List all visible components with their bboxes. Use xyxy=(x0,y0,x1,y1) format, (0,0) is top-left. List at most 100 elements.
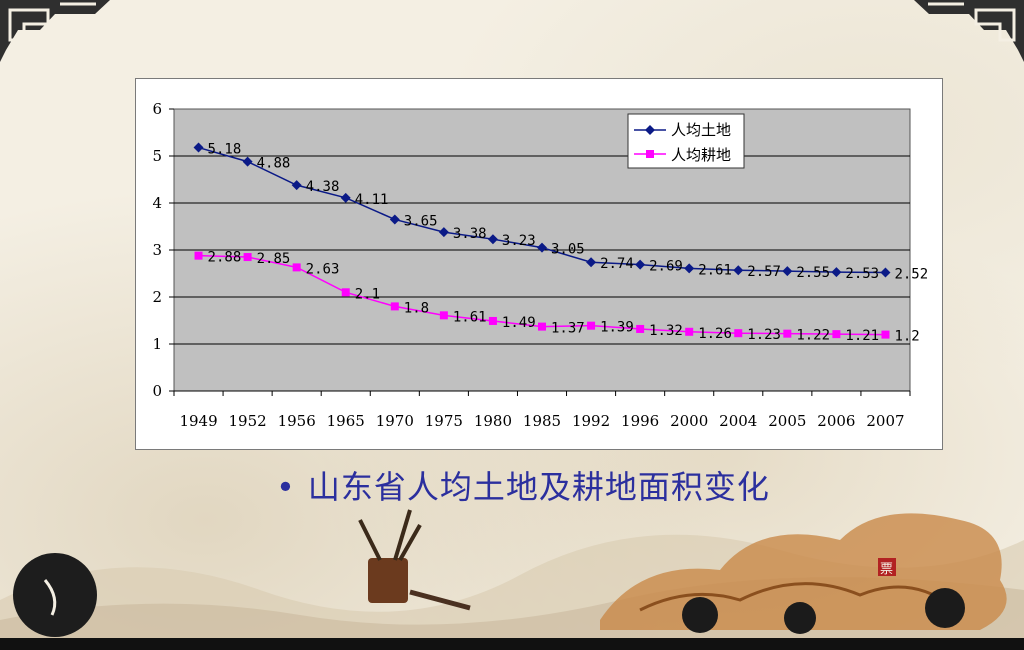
data-point xyxy=(340,192,351,203)
data-point xyxy=(193,142,204,153)
data-point xyxy=(733,265,744,276)
data-point xyxy=(487,234,498,245)
data-label: 2.53 xyxy=(845,266,879,282)
data-label: 1.49 xyxy=(502,315,536,331)
series-land: 5.18 4.88 4.38 4.11 3.65 3.38 3.23 3.05 2.74 2.69… xyxy=(193,142,928,283)
red-seal-icon xyxy=(878,558,896,576)
data-point xyxy=(783,329,792,338)
data-label: 2.52 xyxy=(894,267,928,283)
data-label: 4.88 xyxy=(257,156,291,172)
data-label: 1.2 xyxy=(894,329,919,345)
x-tick-label: 1970 xyxy=(376,412,414,430)
data-point xyxy=(734,329,743,338)
x-tick-label: 1992 xyxy=(572,412,610,430)
data-point xyxy=(538,322,546,331)
y-tick-label: 5 xyxy=(152,147,162,165)
data-point xyxy=(488,316,497,325)
data-label: 1.61 xyxy=(453,309,487,325)
legend-marker-farmland xyxy=(646,150,654,158)
data-label: 5.18 xyxy=(208,142,242,158)
legend-box xyxy=(627,113,745,169)
data-point xyxy=(881,330,890,339)
data-point xyxy=(586,257,597,268)
legend-marker-land xyxy=(645,125,655,135)
y-axis-ticks: 0 1 2 3 4 5 6 xyxy=(152,100,174,400)
y-tick-label: 6 xyxy=(152,100,162,118)
data-point xyxy=(831,267,842,278)
caption-bullet: • xyxy=(276,468,296,506)
x-tick-label: 2005 xyxy=(768,412,806,430)
data-label: 2.74 xyxy=(600,256,634,272)
data-label: 3.23 xyxy=(502,233,536,249)
y-tick-label: 0 xyxy=(152,382,162,400)
data-label: 1.22 xyxy=(796,328,830,344)
data-point xyxy=(439,311,448,320)
data-label: 1.32 xyxy=(649,323,683,339)
y-tick-label: 4 xyxy=(152,194,162,212)
x-tick-label: 2000 xyxy=(670,412,708,430)
data-label: 1.23 xyxy=(747,327,781,343)
data-point xyxy=(390,302,399,311)
data-label: 2.61 xyxy=(698,262,732,278)
x-tick-label: 1956 xyxy=(278,412,316,430)
data-label: 4.11 xyxy=(355,192,389,208)
data-point xyxy=(684,263,695,274)
data-point xyxy=(537,242,547,253)
data-point xyxy=(292,263,301,272)
data-point xyxy=(880,267,891,278)
data-label: 3.38 xyxy=(453,226,487,242)
corner-ornament-left xyxy=(0,0,110,62)
data-label: 2.1 xyxy=(355,286,380,302)
data-point xyxy=(291,180,302,191)
line-chart: 0 1 2 3 4 5 6 1949 1952 1956 1965 1970 1975 1980 1985… xyxy=(135,78,943,450)
data-point xyxy=(243,253,252,262)
x-tick-label: 1952 xyxy=(229,412,267,430)
slide-caption: • 山东省人均土地及耕地面积变化 xyxy=(276,462,770,508)
data-label: 2.85 xyxy=(257,251,291,267)
data-label: 4.38 xyxy=(306,179,340,195)
series-layer: 5.18 4.88 4.38 4.11 3.65 3.38 3.23 3.05 2.74 2.69… xyxy=(193,142,928,345)
x-tick-label: 1965 xyxy=(327,412,365,430)
data-label: 2.55 xyxy=(796,265,830,281)
red-seal-text: 票 xyxy=(880,562,893,577)
data-point xyxy=(438,227,449,238)
x-axis-ticks: 1949 1952 1956 1965 1970 1975 1980 1985 1992 1996… xyxy=(173,390,911,430)
data-label: 1.21 xyxy=(845,328,879,344)
x-tick-label: 2007 xyxy=(866,412,904,430)
caption-text: 山东省人均土地及耕地面积变化 xyxy=(307,468,770,506)
x-tick-label: 2006 xyxy=(817,412,855,430)
x-tick-label: 1980 xyxy=(474,412,512,430)
legend-label-farmland: 人均耕地 xyxy=(671,146,731,164)
data-point xyxy=(636,324,645,333)
data-point xyxy=(685,327,694,336)
data-label: 1.8 xyxy=(404,300,429,316)
data-point xyxy=(635,259,646,270)
data-label: 1.37 xyxy=(551,321,585,337)
data-label: 2.88 xyxy=(208,250,242,266)
data-point xyxy=(832,330,841,339)
data-point xyxy=(242,156,253,167)
data-label: 1.26 xyxy=(698,326,732,342)
ink-painting-decoration: 票 xyxy=(0,509,1024,650)
data-point xyxy=(389,214,400,225)
y-tick-label: 2 xyxy=(152,288,162,306)
x-tick-label: 1975 xyxy=(425,412,463,430)
data-label: 2.63 xyxy=(306,261,340,277)
brush-pot-icon xyxy=(368,558,408,603)
legend: 人均土地 人均耕地 xyxy=(627,113,745,169)
corner-ornament-right xyxy=(914,0,1024,62)
data-label: 2.69 xyxy=(649,259,683,275)
data-point xyxy=(341,288,350,297)
data-point xyxy=(194,251,203,260)
x-tick-label: 1996 xyxy=(621,412,659,430)
data-label: 2.57 xyxy=(747,264,781,280)
chart-canvas: 0 1 2 3 4 5 6 1949 1952 1956 1965 1970 1975 1980 1985… xyxy=(152,100,928,430)
data-point xyxy=(782,266,793,277)
x-tick-label: 1985 xyxy=(523,412,561,430)
legend-label-land: 人均土地 xyxy=(671,121,731,139)
data-point xyxy=(587,321,596,330)
data-label: 3.65 xyxy=(404,213,438,229)
y-tick-label: 1 xyxy=(152,335,162,353)
x-tick-label: 2004 xyxy=(719,412,757,430)
data-label: 1.39 xyxy=(600,320,634,336)
